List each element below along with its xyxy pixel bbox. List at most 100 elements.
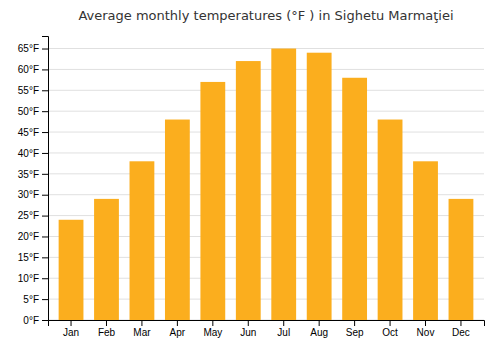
tick: Sep xyxy=(346,320,364,338)
bar xyxy=(200,82,225,320)
tick-mark xyxy=(106,320,107,326)
bar xyxy=(342,78,367,320)
tick: 50°F xyxy=(18,106,48,117)
tick-label: 35°F xyxy=(18,169,39,180)
grid-line xyxy=(48,152,484,153)
x-axis: Jan Feb Mar Apr May Jun Jul Aug Sep Oct Nov Dec xyxy=(49,320,485,338)
axis-domain xyxy=(49,321,485,327)
tick: 30°F xyxy=(18,189,48,200)
tick-label: Dec xyxy=(452,327,470,338)
tick: Nov xyxy=(417,320,435,338)
tick-mark xyxy=(42,278,48,279)
tick-mark xyxy=(42,90,48,91)
grid xyxy=(48,49,484,320)
bar xyxy=(271,49,296,320)
tick-label: Oct xyxy=(382,327,398,338)
tick-mark xyxy=(71,320,72,326)
tick-label: Jan xyxy=(63,327,79,338)
tick-mark xyxy=(42,216,48,217)
tick: Apr xyxy=(170,320,186,338)
tick: 10°F xyxy=(18,273,48,284)
tick-label: 30°F xyxy=(18,189,39,200)
tick-mark xyxy=(390,320,391,326)
tick: Oct xyxy=(382,320,398,338)
tick-label: 60°F xyxy=(18,64,39,75)
bar xyxy=(307,53,332,320)
tick: May xyxy=(203,320,222,338)
tick-mark xyxy=(42,257,48,258)
tick-mark xyxy=(319,320,320,326)
tick-label: 20°F xyxy=(18,231,39,242)
bars xyxy=(59,49,474,320)
tick-label: 45°F xyxy=(18,127,39,138)
bar xyxy=(59,220,84,320)
tick-mark xyxy=(42,174,48,175)
tick-mark xyxy=(212,320,213,326)
tick-label: Sep xyxy=(346,327,364,338)
tick-label: 0°F xyxy=(23,315,39,326)
y-axis: 0°F 5°F 10°F 15°F 20°F 25°F 30°F 35°F 40°F 45°F 50… xyxy=(18,37,49,326)
tick: 20°F xyxy=(18,231,48,242)
tick-label: Aug xyxy=(310,327,328,338)
grid-line xyxy=(48,132,484,133)
grid-line xyxy=(48,111,484,112)
bar xyxy=(165,120,190,320)
grid-line xyxy=(48,48,484,49)
tick: 65°F xyxy=(18,43,48,54)
bar xyxy=(449,199,474,320)
tick-label: 50°F xyxy=(18,106,39,117)
tick-mark xyxy=(248,320,249,326)
tick-mark xyxy=(42,132,48,133)
tick-label: Jun xyxy=(240,327,256,338)
tick-mark xyxy=(42,195,48,196)
tick-label: Mar xyxy=(133,327,151,338)
tick: Aug xyxy=(310,320,328,338)
tick-label: Feb xyxy=(98,327,116,338)
tick-mark xyxy=(42,49,48,50)
tick: Jul xyxy=(277,320,290,338)
tick-label: Jul xyxy=(277,327,290,338)
tick-label: May xyxy=(203,327,222,338)
tick-mark xyxy=(141,320,142,326)
tick-mark xyxy=(177,320,178,326)
title: Average monthly temperatures (°F ) in Si… xyxy=(78,8,453,23)
tick: 35°F xyxy=(18,169,48,180)
tick: Jan xyxy=(63,320,79,338)
tick-mark xyxy=(460,320,461,326)
tick: Jun xyxy=(240,320,256,338)
grid-line xyxy=(48,90,484,91)
tick-mark xyxy=(283,320,284,326)
tick-label: 65°F xyxy=(18,43,39,54)
tick: 40°F xyxy=(18,148,48,159)
tick: 60°F xyxy=(18,64,48,75)
bar xyxy=(130,161,155,320)
tick-mark xyxy=(425,320,426,326)
tick: 25°F xyxy=(18,210,48,221)
tick-label: 55°F xyxy=(18,85,39,96)
tick-label: Nov xyxy=(417,327,435,338)
bar xyxy=(236,61,261,320)
chart: 0°F 5°F 10°F 15°F 20°F 25°F 30°F 35°F 40°F 45°F 50… xyxy=(0,0,500,350)
tick-label: 40°F xyxy=(18,148,39,159)
tick-mark xyxy=(42,236,48,237)
tick: 15°F xyxy=(18,252,48,263)
tick: 0°F xyxy=(23,315,48,326)
plot: 0°F 5°F 10°F 15°F 20°F 25°F 30°F 35°F 40°F 45°F 50… xyxy=(18,37,485,339)
tick: 45°F xyxy=(18,127,48,138)
tick-mark xyxy=(42,153,48,154)
axis-domain xyxy=(42,37,49,321)
tick: Dec xyxy=(452,320,470,338)
tick-label: 25°F xyxy=(18,210,39,221)
grid-line xyxy=(48,69,484,70)
tick-mark xyxy=(42,320,48,321)
tick-mark xyxy=(42,299,48,300)
bar xyxy=(94,199,119,320)
tick-label: 10°F xyxy=(18,273,39,284)
tick-label: 15°F xyxy=(18,252,39,263)
tick-label: 5°F xyxy=(23,294,39,305)
bar xyxy=(378,120,403,320)
tick: Feb xyxy=(98,320,116,338)
tick: 55°F xyxy=(18,85,48,96)
tick-label: Apr xyxy=(170,327,186,338)
bar xyxy=(413,161,438,320)
